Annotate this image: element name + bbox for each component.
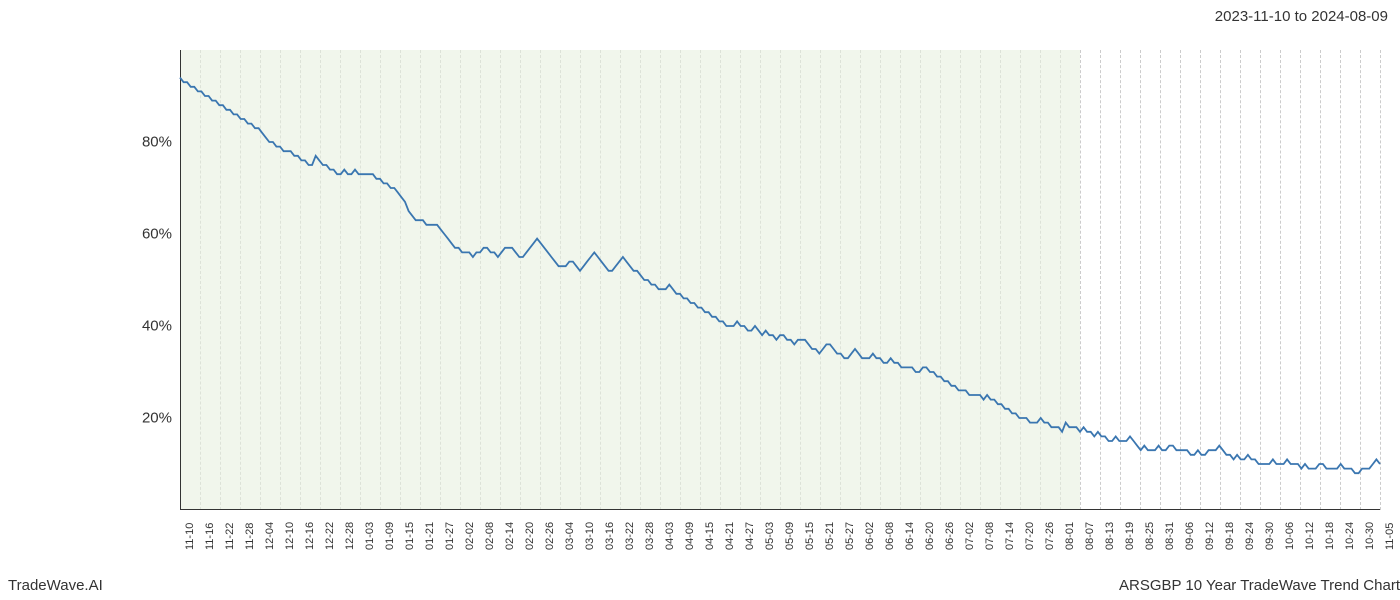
x-tick-label: 12-28 <box>344 522 356 550</box>
x-tick-label: 11-22 <box>224 523 236 550</box>
x-tick-label: 11-16 <box>204 523 216 550</box>
x-tick-label: 10-18 <box>1324 522 1336 550</box>
x-tick-label: 08-13 <box>1104 522 1116 550</box>
x-tick-label: 09-12 <box>1204 522 1216 550</box>
x-tick-label: 11-28 <box>244 523 256 550</box>
x-tick-label: 02-08 <box>484 522 496 550</box>
x-tick-label: 08-25 <box>1144 522 1156 550</box>
x-tick-label: 07-26 <box>1044 522 1056 550</box>
x-tick-label: 06-14 <box>904 522 916 550</box>
x-tick-label: 11-10 <box>184 523 196 550</box>
x-tick-label: 07-20 <box>1024 522 1036 550</box>
x-tick-label: 12-10 <box>284 522 296 550</box>
x-tick-label: 01-03 <box>364 522 376 550</box>
x-tick-label: 09-06 <box>1184 522 1196 550</box>
x-tick-label: 06-26 <box>944 522 956 550</box>
footer-brand: TradeWave.AI <box>8 577 103 594</box>
y-tick-label: 40% <box>142 318 172 335</box>
x-tick-label: 09-30 <box>1264 522 1276 550</box>
x-tick-label: 03-10 <box>584 522 596 550</box>
trend-line <box>180 78 1380 474</box>
date-range-label: 2023-11-10 to 2024-08-09 <box>1215 8 1388 25</box>
x-tick-label: 01-27 <box>444 522 456 550</box>
x-tick-label: 05-03 <box>764 522 776 550</box>
x-tick-label: 04-21 <box>724 522 736 550</box>
x-tick-label: 02-20 <box>524 522 536 550</box>
x-tick-label: 06-20 <box>924 522 936 550</box>
footer-chart-title: ARSGBP 10 Year TradeWave Trend Chart <box>1119 577 1400 594</box>
x-tick-label: 04-15 <box>704 522 716 550</box>
x-tick-label: 10-06 <box>1284 522 1296 550</box>
line-chart-svg <box>180 50 1380 510</box>
x-tick-label: 12-04 <box>264 522 276 550</box>
x-tick-label: 12-16 <box>304 522 316 550</box>
x-tick-label: 08-01 <box>1064 522 1076 550</box>
x-tick-label: 04-09 <box>684 522 696 550</box>
x-tick-label: 03-16 <box>604 522 616 550</box>
x-tick-label: 01-15 <box>404 522 416 550</box>
y-tick-label: 60% <box>142 226 172 243</box>
x-tick-label: 05-15 <box>804 522 816 550</box>
x-tick-label: 03-22 <box>624 522 636 550</box>
grid-line <box>1380 50 1381 510</box>
x-tick-label: 10-24 <box>1344 522 1356 550</box>
x-tick-label: 11-05 <box>1384 523 1396 550</box>
x-tick-label: 05-27 <box>844 522 856 550</box>
x-tick-label: 02-14 <box>504 522 516 550</box>
x-tick-label: 04-03 <box>664 522 676 550</box>
x-tick-label: 06-02 <box>864 522 876 550</box>
x-tick-label: 07-08 <box>984 522 996 550</box>
x-tick-label: 10-30 <box>1364 522 1376 550</box>
x-tick-label: 01-09 <box>384 522 396 550</box>
x-tick-label: 07-02 <box>964 522 976 550</box>
x-tick-label: 04-27 <box>744 522 756 550</box>
y-tick-label: 20% <box>142 410 172 427</box>
x-tick-label: 05-21 <box>824 522 836 550</box>
x-tick-label: 10-12 <box>1304 522 1316 550</box>
x-tick-label: 02-02 <box>464 522 476 550</box>
x-tick-label: 12-22 <box>324 522 336 550</box>
x-tick-label: 06-08 <box>884 522 896 550</box>
x-tick-label: 08-31 <box>1164 522 1176 550</box>
x-tick-label: 07-14 <box>1004 522 1016 550</box>
x-tick-label: 09-24 <box>1244 522 1256 550</box>
x-tick-label: 01-21 <box>424 522 436 550</box>
x-tick-label: 03-04 <box>564 522 576 550</box>
x-tick-label: 08-07 <box>1084 522 1096 550</box>
x-tick-label: 08-19 <box>1124 522 1136 550</box>
chart-container <box>180 50 1380 510</box>
x-tick-label: 03-28 <box>644 522 656 550</box>
x-tick-label: 02-26 <box>544 522 556 550</box>
x-tick-label: 05-09 <box>784 522 796 550</box>
x-tick-label: 09-18 <box>1224 522 1236 550</box>
y-tick-label: 80% <box>142 134 172 151</box>
